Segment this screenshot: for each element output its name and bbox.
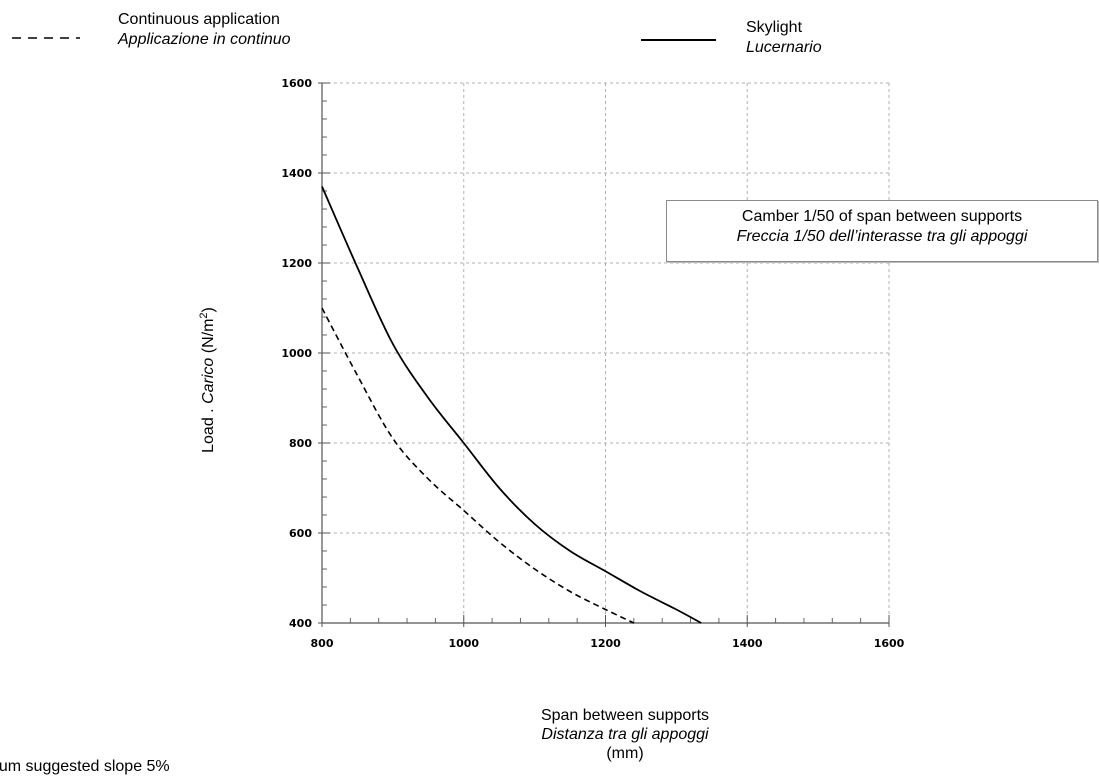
- legend-continuous-label-it: Applicazione in continuo: [118, 31, 291, 48]
- y-tick-label-600: 600: [289, 527, 312, 540]
- y-tick-label-1600: 1600: [281, 77, 312, 90]
- minor-ticks: [322, 100, 862, 623]
- series-line-skylight: [321, 186, 702, 624]
- camber-annotation-it: Freccia 1/50 dell’interasse tra gli appo…: [736, 228, 1028, 245]
- legend-continuous: Continuous application Applicazione in c…: [118, 10, 291, 50]
- x-axis-label-unit: (mm): [606, 745, 644, 762]
- y-axis-label-unit: (N/m: [200, 318, 218, 358]
- x-tick-label-1000: 1000: [448, 637, 479, 650]
- x-axis-label: Span between supports Distanza tra gli a…: [475, 706, 775, 763]
- axes: [318, 82, 890, 627]
- series-line-continuous: [321, 307, 635, 624]
- tick-labels: 400 600 800 1000 1200 1400 1600 800 1000 1200 1400…: [281, 77, 904, 650]
- y-tick-label-400: 400: [289, 617, 312, 630]
- y-tick-label-1400: 1400: [281, 167, 312, 180]
- legend-skylight-label-it: Lucernario: [746, 39, 822, 56]
- y-axis-label-italic: Carico: [200, 357, 218, 404]
- legend-skylight-label: Skylight: [746, 19, 803, 36]
- y-axis-label-main: Load .: [200, 403, 218, 453]
- y-tick-label-800: 800: [289, 437, 312, 450]
- y-axis-label-sup: 2: [197, 312, 210, 319]
- y-tick-label-1200: 1200: [281, 257, 312, 270]
- camber-annotation: Camber 1/50 of span between supports Fre…: [666, 200, 1098, 262]
- y-axis-label-close: ): [200, 307, 218, 313]
- x-tick-label-1400: 1400: [732, 637, 763, 650]
- legend-skylight: Skylight Lucernario: [746, 18, 822, 58]
- footnote-slope: imum suggested slope 5%: [0, 758, 170, 775]
- x-tick-label-1600: 1600: [874, 637, 905, 650]
- x-tick-label-1200: 1200: [590, 637, 621, 650]
- y-tick-label-1000: 1000: [281, 347, 312, 360]
- legend-swatches: [12, 37, 716, 41]
- series-lines: [321, 186, 702, 624]
- camber-annotation-en: Camber 1/50 of span between supports: [741, 208, 1023, 225]
- legend-continuous-label: Continuous application: [118, 11, 280, 28]
- grid: [322, 82, 890, 623]
- x-axis-label-it: Distanza tra gli appoggi: [541, 726, 709, 743]
- load-span-chart: 400 600 800 1000 1200 1400 1600 800 1000 1200 1400…: [281, 77, 904, 650]
- x-axis-label-en: Span between supports: [540, 707, 710, 724]
- x-tick-label-800: 800: [311, 637, 334, 650]
- y-axis-label: Load . Carico (N/m2): [198, 307, 218, 453]
